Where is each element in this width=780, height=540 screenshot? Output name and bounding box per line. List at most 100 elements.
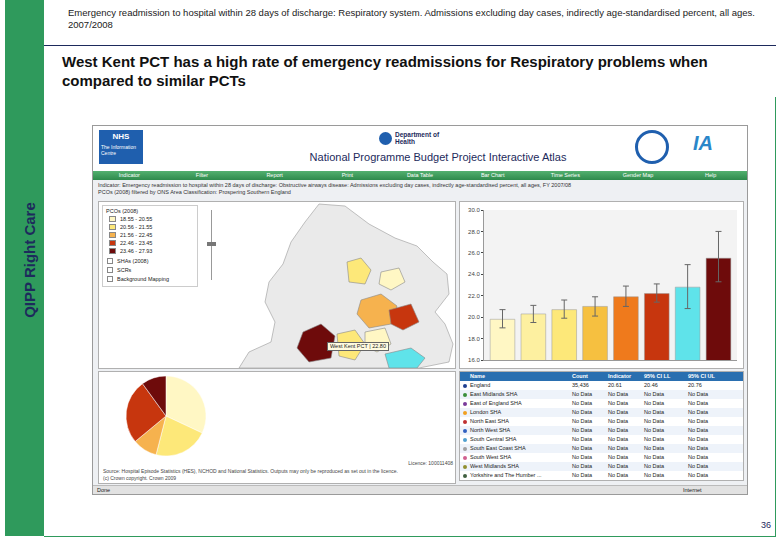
html-text:No Data: No Data <box>608 454 629 460</box>
html-text:35,436: 35,436 <box>572 382 589 388</box>
svg-text:22.0: 22.0 <box>468 293 480 299</box>
html-text:No Data: No Data <box>608 400 629 406</box>
html-text:England: England <box>470 382 491 388</box>
html-text:No Data: No Data <box>644 454 665 460</box>
html-text:West Kent PCT | 22.80: West Kent PCT | 22.80 <box>330 343 386 349</box>
html-text:No Data: No Data <box>644 472 665 478</box>
html-text:Bar Chart: Bar Chart <box>480 172 505 178</box>
html-text:No Data: No Data <box>688 400 709 406</box>
html-text:20.56 - 21.55: 20.56 - 21.55 <box>120 223 153 230</box>
html-text:No Data: No Data <box>688 427 709 433</box>
html-text:36: 36 <box>761 520 771 530</box>
html-text:20.61: 20.61 <box>608 382 622 388</box>
html-text:Print: Print <box>341 172 353 178</box>
html-text:Indicator: Indicator <box>608 373 632 379</box>
html-text:No Data: No Data <box>572 436 593 442</box>
html-text:East of England SHA: East of England SHA <box>470 400 522 406</box>
html-text:No Data: No Data <box>608 418 629 424</box>
html-text:No Data: No Data <box>644 463 665 469</box>
svg-text:20.0: 20.0 <box>468 314 480 320</box>
html-text:95% CI LL: 95% CI LL <box>644 373 671 379</box>
html-text:SCRs: SCRs <box>117 266 132 273</box>
html-text:18.55 - 20.55: 18.55 - 20.55 <box>120 215 153 222</box>
html-text:North East SHA: North East SHA <box>470 418 509 424</box>
html-text:95% CI UL: 95% CI UL <box>688 373 715 379</box>
html-text:No Data: No Data <box>608 463 629 469</box>
html-text:Yorkshire and The Humber ...: Yorkshire and The Humber ... <box>470 472 542 478</box>
html-text:No Data: No Data <box>608 427 629 433</box>
html-text:Indicator: Indicator <box>118 172 140 178</box>
html-text:No Data: No Data <box>608 445 629 451</box>
html-text:No Data: No Data <box>572 463 593 469</box>
html-text:(c) Crown copyright. Crown 200: (c) Crown copyright. Crown 2009 <box>103 475 177 481</box>
html-text:PCOs (2008) filtered by ONS Ar: PCOs (2008) filtered by ONS Area Classif… <box>98 189 291 195</box>
html-text:Gender Map: Gender Map <box>622 172 654 178</box>
html-text:No Data: No Data <box>688 454 709 460</box>
html-text:Count: Count <box>572 373 588 379</box>
html-text:No Data: No Data <box>572 409 593 415</box>
html-text:Report: Report <box>266 172 283 178</box>
html-text:No Data: No Data <box>644 436 665 442</box>
html-text:Background Mapping: Background Mapping <box>117 275 169 282</box>
html-text:IA: IA <box>693 132 713 154</box>
html-text:No Data: No Data <box>572 418 593 424</box>
html-text:No Data: No Data <box>688 445 709 451</box>
html-text:PCOs (2008): PCOs (2008) <box>106 208 139 214</box>
html-text:NHS: NHS <box>112 132 130 141</box>
svg-text:16.0: 16.0 <box>468 357 480 363</box>
html-text:No Data: No Data <box>608 436 629 442</box>
html-text:No Data: No Data <box>572 391 593 397</box>
html-text:North West SHA: North West SHA <box>470 427 511 433</box>
html-text:No Data: No Data <box>644 409 665 415</box>
html-text:West Midlands SHA: West Midlands SHA <box>470 463 519 469</box>
html-text:No Data: No Data <box>644 427 665 433</box>
svg-text:28.0: 28.0 <box>468 229 480 235</box>
html-text:Help: Help <box>705 172 717 178</box>
html-text:No Data: No Data <box>572 427 593 433</box>
html-text:Licence: 100011408: Licence: 100011408 <box>408 460 453 466</box>
html-text:No Data: No Data <box>572 472 593 478</box>
html-text:20.76: 20.76 <box>688 382 702 388</box>
html-text:No Data: No Data <box>572 400 593 406</box>
html-text:West Kent PCT has a high rate: West Kent PCT has a high rate of emergen… <box>62 53 708 89</box>
html-text:London SHA: London SHA <box>470 409 502 415</box>
html-text:QIPP Right Care: QIPP Right Care <box>21 202 38 318</box>
html-text:No Data: No Data <box>688 409 709 415</box>
html-text:23.46 - 27.93: 23.46 - 27.93 <box>120 247 153 254</box>
svg-text:30.0: 30.0 <box>468 207 480 213</box>
html-text:Indicator: Emergency readmissi: Indicator: Emergency readmission to hosp… <box>98 182 572 188</box>
html-text:No Data: No Data <box>572 454 593 460</box>
html-text:No Data: No Data <box>644 418 665 424</box>
html-text:No Data: No Data <box>688 391 709 397</box>
html-text:Name: Name <box>470 373 485 379</box>
html-text:No Data: No Data <box>608 409 629 415</box>
html-text:No Data: No Data <box>644 400 665 406</box>
html-text:No Data: No Data <box>644 391 665 397</box>
html-text:South West SHA: South West SHA <box>470 454 512 460</box>
html-text:Emergency readmission to hospi: Emergency readmission to hospital within… <box>68 7 755 30</box>
html-text:No Data: No Data <box>688 436 709 442</box>
svg-text:24.0: 24.0 <box>468 271 480 277</box>
html-text:No Data: No Data <box>688 463 709 469</box>
html-text:20.46: 20.46 <box>644 382 658 388</box>
html-text:No Data: No Data <box>644 445 665 451</box>
html-text:East Midlands SHA: East Midlands SHA <box>470 391 518 397</box>
html-text:No Data: No Data <box>688 418 709 424</box>
html-text:Department of Health: Department of Health <box>395 131 440 145</box>
html-text:The Information Centre: The Information Centre <box>101 144 136 156</box>
html-text:No Data: No Data <box>608 472 629 478</box>
html-text:SHAs (2008): SHAs (2008) <box>117 257 149 264</box>
html-text:South East Coast SHA: South East Coast SHA <box>470 445 526 451</box>
html-text:No Data: No Data <box>572 445 593 451</box>
html-text:National Programme Budget Proj: National Programme Budget Project Intera… <box>309 151 567 163</box>
html-text:Filter: Filter <box>195 172 209 178</box>
svg-text:26.0: 26.0 <box>468 250 480 256</box>
html-text:21.56 - 22.45: 21.56 - 22.45 <box>120 231 153 238</box>
html-text:Source: Hospital Episode Stati: Source: Hospital Episode Statistics (HES… <box>103 468 398 474</box>
html-text:South Central SHA: South Central SHA <box>470 436 517 442</box>
html-text:Time Series: Time Series <box>550 172 580 178</box>
svg-text:18.0: 18.0 <box>468 336 480 342</box>
html-text:Data Table: Data Table <box>406 172 434 178</box>
html-text:22.46 - 23.45: 22.46 - 23.45 <box>120 239 153 246</box>
html-text:No Data: No Data <box>608 391 629 397</box>
